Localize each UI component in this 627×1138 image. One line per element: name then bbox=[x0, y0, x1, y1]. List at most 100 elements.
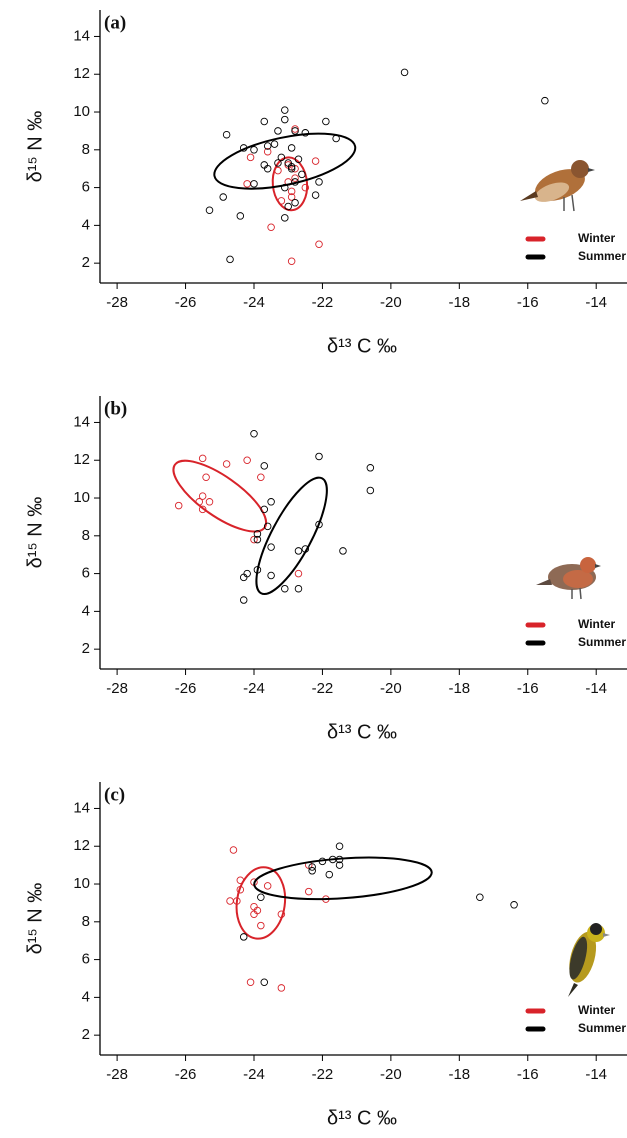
x-tick-label: -22 bbox=[312, 294, 334, 311]
point bbox=[301, 183, 310, 192]
point bbox=[284, 202, 292, 211]
point bbox=[311, 157, 320, 165]
point bbox=[226, 897, 234, 905]
y-tick-label: 6 bbox=[82, 951, 90, 968]
y-tick-label: 2 bbox=[82, 1026, 90, 1043]
x-tick-label: -16 bbox=[517, 1066, 539, 1083]
x-tick-label: -18 bbox=[448, 294, 470, 311]
legend-label: Summer bbox=[578, 1021, 626, 1035]
y-tick-label: 10 bbox=[73, 103, 90, 120]
point bbox=[291, 127, 299, 135]
y-tick-label: 4 bbox=[82, 216, 90, 233]
point bbox=[277, 153, 286, 162]
point bbox=[263, 882, 272, 890]
point bbox=[198, 454, 207, 463]
x-tick-label: -16 bbox=[517, 294, 539, 311]
point bbox=[541, 96, 549, 105]
panel-label: (a) bbox=[104, 12, 126, 33]
point bbox=[308, 867, 316, 875]
point bbox=[510, 901, 518, 909]
point bbox=[291, 125, 299, 133]
point bbox=[205, 498, 214, 506]
point bbox=[219, 193, 227, 201]
point bbox=[174, 501, 183, 510]
y-tick-label: 2 bbox=[82, 640, 90, 657]
x-axis-label: δ¹³ C ‰ bbox=[327, 1107, 397, 1129]
point bbox=[229, 846, 238, 854]
point bbox=[246, 978, 255, 987]
point bbox=[263, 522, 272, 531]
x-tick-label: -26 bbox=[175, 294, 197, 311]
point bbox=[287, 144, 296, 152]
legend-label: Summer bbox=[578, 249, 626, 263]
point bbox=[308, 863, 316, 871]
point bbox=[257, 921, 265, 930]
point bbox=[335, 842, 344, 850]
niche-ellipse bbox=[235, 866, 287, 940]
y-tick-label: 6 bbox=[82, 565, 90, 582]
x-tick-label: -14 bbox=[585, 294, 607, 311]
point bbox=[267, 543, 275, 551]
y-axis-label: δ¹⁵ N ‰ bbox=[24, 497, 46, 569]
point bbox=[246, 153, 255, 162]
y-tick-label: 14 bbox=[73, 413, 90, 430]
panel-label: (c) bbox=[104, 784, 125, 805]
x-tick-label: -22 bbox=[312, 1066, 334, 1083]
niche-ellipse bbox=[253, 856, 433, 901]
point bbox=[287, 187, 296, 196]
y-tick-label: 8 bbox=[82, 141, 90, 158]
point bbox=[250, 910, 258, 918]
x-tick-label: -26 bbox=[175, 680, 197, 697]
point bbox=[253, 530, 262, 538]
legend-label: Winter bbox=[578, 617, 616, 631]
y-tick-label: 10 bbox=[73, 489, 90, 506]
y-tick-label: 10 bbox=[73, 875, 90, 892]
x-tick-label: -16 bbox=[517, 680, 539, 697]
panel-label: (b) bbox=[104, 398, 127, 419]
point bbox=[267, 571, 275, 580]
point bbox=[281, 106, 289, 114]
x-tick-label: -28 bbox=[106, 1066, 128, 1083]
x-tick-label: -14 bbox=[585, 680, 607, 697]
point bbox=[277, 984, 286, 992]
y-tick-label: 8 bbox=[82, 527, 90, 544]
point bbox=[250, 430, 258, 438]
point bbox=[270, 140, 279, 148]
point bbox=[267, 223, 275, 232]
point bbox=[239, 573, 248, 582]
point bbox=[205, 206, 214, 215]
y-tick-label: 12 bbox=[73, 65, 90, 82]
point bbox=[267, 498, 275, 506]
bird-a bbox=[520, 160, 595, 212]
y-tick-label: 14 bbox=[73, 799, 90, 816]
point bbox=[291, 198, 299, 207]
point bbox=[239, 933, 248, 941]
point bbox=[274, 159, 282, 167]
x-tick-label: -14 bbox=[585, 1066, 607, 1083]
point bbox=[294, 584, 303, 593]
point bbox=[263, 147, 272, 156]
point bbox=[366, 486, 375, 495]
point bbox=[287, 164, 296, 173]
point bbox=[281, 115, 289, 124]
x-tick-label: -20 bbox=[380, 1066, 402, 1083]
point bbox=[257, 893, 265, 901]
point bbox=[339, 547, 347, 555]
point bbox=[335, 861, 344, 869]
point bbox=[226, 255, 234, 264]
point bbox=[260, 978, 269, 987]
niche-ellipse bbox=[271, 156, 309, 212]
y-tick-label: 8 bbox=[82, 913, 90, 930]
x-axis-label: δ¹³ C ‰ bbox=[327, 721, 397, 743]
x-tick-label: -28 bbox=[106, 680, 128, 697]
x-tick-label: -20 bbox=[380, 294, 402, 311]
point bbox=[281, 584, 289, 593]
point bbox=[222, 460, 231, 468]
point bbox=[260, 117, 269, 126]
point bbox=[239, 596, 248, 604]
point bbox=[281, 214, 289, 222]
point bbox=[287, 193, 296, 201]
point bbox=[243, 180, 251, 188]
y-tick-label: 12 bbox=[73, 451, 90, 468]
